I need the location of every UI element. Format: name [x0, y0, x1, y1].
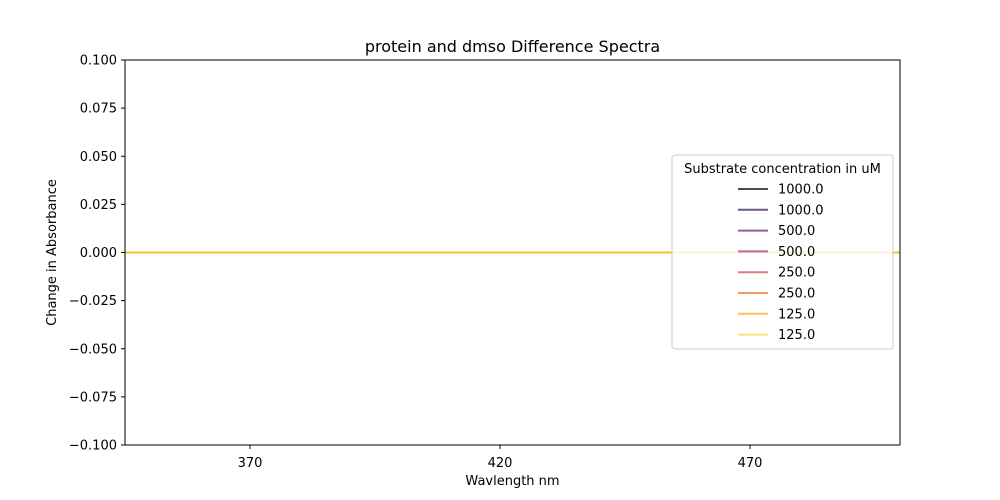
y-tick-label: 0.000 [80, 246, 117, 261]
legend-box [671, 154, 894, 350]
y-tick-label: 0.050 [80, 150, 117, 165]
legend-label: 1000.0 [778, 203, 824, 218]
legend-label: 500.0 [778, 224, 815, 239]
y-tick-label: 0.025 [80, 198, 117, 213]
x-axis-label: Wavlength nm [465, 474, 559, 489]
y-axis: −0.100 −0.075 −0.050 −0.025 0.000 0.025 0.050 0… [69, 54, 125, 454]
x-tick-label: 470 [738, 456, 763, 471]
y-tick-label: −0.025 [69, 294, 117, 309]
x-tick-label: 420 [488, 456, 513, 471]
x-tick-label: 370 [238, 456, 263, 471]
y-tick-label: −0.050 [69, 342, 117, 357]
legend-label: 500.0 [778, 245, 815, 260]
legend-label: 250.0 [778, 266, 815, 281]
legend-label: 1000.0 [778, 183, 824, 198]
legend: Substrate concentration in uM 1000.01000… [671, 154, 894, 350]
legend-label: 125.0 [778, 328, 815, 343]
chart-title: protein and dmso Difference Spectra [365, 37, 660, 56]
y-tick-label: −0.100 [69, 439, 117, 454]
y-axis-label: Change in Absorbance [45, 179, 60, 326]
legend-label: 125.0 [778, 307, 815, 322]
x-axis: 370 420 470 [238, 445, 763, 471]
legend-title: Substrate concentration in uM [684, 162, 881, 177]
legend-entries: 1000.0 1000.0 500.0 500.0 250.0 250.0 125.0 125… [738, 183, 824, 343]
y-tick-label: 0.075 [80, 102, 117, 117]
y-tick-label: −0.075 [69, 390, 117, 405]
legend-label: 250.0 [778, 287, 815, 302]
y-tick-label: 0.100 [80, 54, 117, 69]
